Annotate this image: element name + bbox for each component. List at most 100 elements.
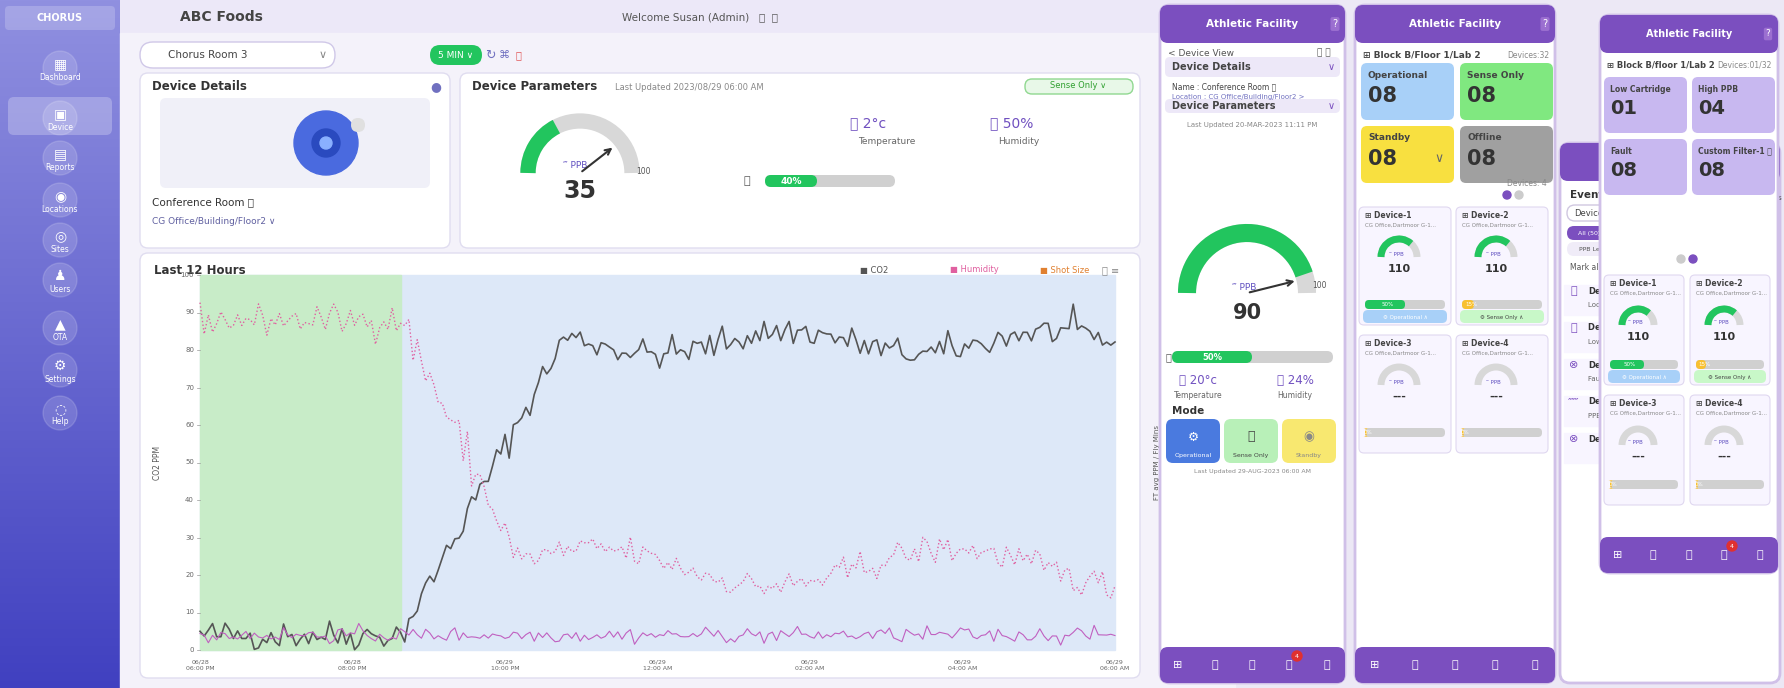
Text: ∨: ∨	[319, 50, 326, 60]
Text: 2 hrs ago: 2 hrs ago	[1739, 325, 1772, 331]
FancyBboxPatch shape	[351, 118, 366, 132]
Text: Device-1: Device-1	[1573, 208, 1611, 217]
Text: 100: 100	[637, 166, 651, 175]
Circle shape	[1515, 191, 1524, 199]
Text: 06/29
06:00 AM: 06/29 06:00 AM	[1101, 660, 1129, 671]
Text: ➕: ➕	[1249, 660, 1256, 670]
FancyBboxPatch shape	[430, 45, 482, 65]
FancyBboxPatch shape	[1600, 15, 1779, 573]
FancyBboxPatch shape	[1600, 15, 1779, 53]
Text: ▤: ▤	[54, 147, 66, 161]
Text: 04: 04	[1698, 100, 1725, 118]
Text: ⊞ Device-4: ⊞ Device-4	[1463, 339, 1509, 349]
Text: 0%: 0%	[1695, 482, 1704, 488]
Bar	[200, 275, 1115, 650]
Text: ◉: ◉	[1304, 431, 1315, 444]
Text: ‴ PPB: ‴ PPB	[562, 160, 587, 169]
Text: 🖥: 🖥	[1165, 352, 1170, 362]
Text: 60: 60	[186, 422, 194, 428]
Text: Offline: Offline	[1466, 133, 1502, 142]
FancyBboxPatch shape	[1365, 300, 1445, 309]
Text: ⚙ Sense Only ∧: ⚙ Sense Only ∧	[1709, 374, 1752, 380]
Text: Name : Conference Room 🖊: Name : Conference Room 🖊	[1172, 83, 1276, 92]
Circle shape	[43, 51, 77, 85]
FancyBboxPatch shape	[1361, 63, 1454, 120]
Text: 4: 4	[1295, 654, 1299, 658]
Text: Humidity: Humidity	[1277, 391, 1313, 400]
Text: Connectivity (10): Connectivity (10)	[1700, 230, 1755, 235]
Circle shape	[1727, 541, 1738, 551]
Circle shape	[312, 129, 341, 157]
Circle shape	[43, 396, 77, 430]
Text: ‴ PPB: ‴ PPB	[1231, 283, 1256, 292]
FancyBboxPatch shape	[1639, 242, 1691, 256]
Text: 🌡 20°c: 🌡 20°c	[1179, 374, 1217, 387]
Text: Sense Only: Sense Only	[1233, 453, 1268, 458]
FancyBboxPatch shape	[1356, 647, 1556, 683]
Text: 70: 70	[186, 385, 194, 391]
Text: ‴ PPB: ‴ PPB	[1714, 319, 1729, 325]
Text: Fault: Fault	[1609, 147, 1632, 155]
Circle shape	[43, 183, 77, 217]
FancyBboxPatch shape	[1165, 57, 1340, 77]
FancyBboxPatch shape	[1691, 139, 1775, 195]
Text: Devices: 4: Devices: 4	[1507, 178, 1547, 188]
FancyBboxPatch shape	[1459, 63, 1554, 120]
FancyBboxPatch shape	[1026, 79, 1133, 94]
Text: ⊞: ⊞	[1370, 660, 1379, 670]
Text: ⊞: ⊞	[1613, 550, 1623, 560]
Bar	[1565, 285, 1777, 315]
Text: 100: 100	[1311, 281, 1327, 290]
Text: ‴ PPB: ‴ PPB	[1714, 440, 1729, 444]
FancyBboxPatch shape	[1697, 360, 1706, 369]
Text: 📍: 📍	[1570, 286, 1577, 296]
FancyBboxPatch shape	[1165, 99, 1340, 113]
Text: Sense Only ∨: Sense Only ∨	[1049, 81, 1106, 91]
Text: CG Office/Building/Floor2 ∨: CG Office/Building/Floor2 ∨	[152, 217, 275, 226]
Text: 0%: 0%	[1461, 431, 1470, 436]
Text: Chorus Room 3: Chorus Room 3	[168, 50, 248, 60]
Text: ‴ PPB: ‴ PPB	[1486, 380, 1500, 385]
Text: 110: 110	[1388, 264, 1411, 274]
Text: 15%: 15%	[1465, 303, 1477, 308]
Text: 0: 0	[189, 647, 194, 653]
Text: ⚙ Operational ∧: ⚙ Operational ∧	[1383, 314, 1427, 319]
Text: 01: 01	[1609, 100, 1638, 118]
Text: Only Show Unread: Only Show Unread	[1718, 266, 1777, 270]
Text: 📋: 📋	[1211, 660, 1218, 670]
Text: ∨: ∨	[1327, 62, 1334, 72]
FancyBboxPatch shape	[1356, 5, 1556, 683]
FancyBboxPatch shape	[1609, 480, 1679, 489]
Text: 40%: 40%	[780, 177, 801, 186]
Text: 📶 🔔: 📶 🔔	[1317, 48, 1331, 58]
Text: Athletic Facility: Athletic Facility	[1647, 29, 1732, 39]
Text: Sense Only: Sense Only	[1466, 70, 1524, 80]
Circle shape	[43, 311, 77, 345]
FancyBboxPatch shape	[1359, 335, 1450, 453]
Text: 20: 20	[186, 572, 194, 578]
Text: Sites: Sites	[50, 244, 70, 253]
Text: Dashboard: Dashboard	[39, 72, 80, 81]
Text: Device-1: Device-1	[1588, 398, 1629, 407]
Text: ⚙ Sense Only ∧: ⚙ Sense Only ∧	[1481, 314, 1524, 319]
FancyBboxPatch shape	[1463, 428, 1541, 437]
FancyBboxPatch shape	[1356, 5, 1556, 43]
Text: ?: ?	[1333, 19, 1338, 29]
Circle shape	[1689, 255, 1697, 263]
Text: 0%: 0%	[1609, 482, 1618, 488]
Text: 2 hrs ago: 2 hrs ago	[1739, 399, 1772, 405]
Text: Settings: Settings	[45, 374, 75, 383]
Text: Custom Filter-1 🖊: Custom Filter-1 🖊	[1698, 147, 1772, 155]
Text: 🔔: 🔔	[1491, 660, 1499, 670]
Text: Last Updated 29-AUG-2023 06:00 AM: Last Updated 29-AUG-2023 06:00 AM	[1193, 469, 1311, 473]
Text: Last 12 Hours: Last 12 Hours	[153, 264, 246, 277]
Text: Humidity: Humidity	[997, 136, 1040, 145]
Text: 📷 ≡: 📷 ≡	[1103, 265, 1119, 275]
Text: ABC Foods: ABC Foods	[180, 10, 262, 24]
Text: ---: ---	[1490, 392, 1502, 402]
FancyBboxPatch shape	[765, 175, 817, 187]
Text: ♟: ♟	[54, 269, 66, 283]
FancyBboxPatch shape	[1695, 480, 1700, 489]
Text: Help: Help	[52, 418, 70, 427]
Bar	[1565, 322, 1777, 352]
